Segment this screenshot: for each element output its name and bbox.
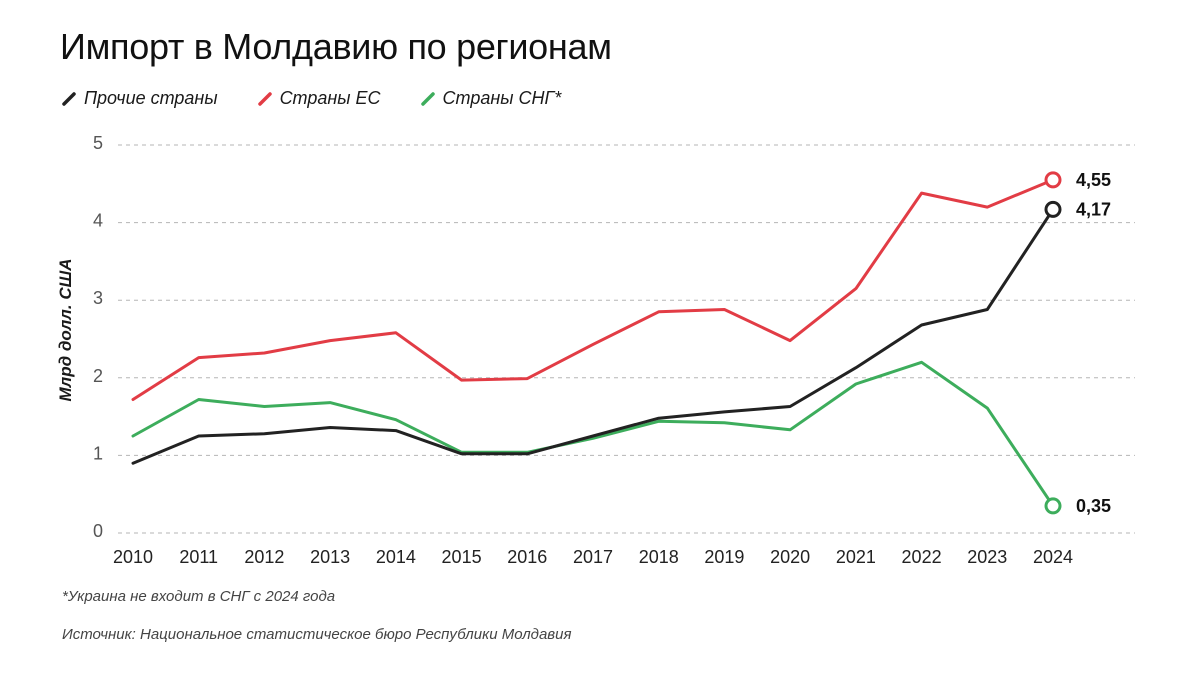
x-tick-label: 2017 — [573, 547, 613, 567]
legend-label-other: Прочие страны — [84, 88, 218, 108]
footnote: *Украина не входит в СНГ с 2024 года — [62, 588, 336, 605]
legend-label-eu: Страны ЕС — [279, 88, 381, 108]
x-tick-label: 2011 — [179, 547, 218, 567]
legend-swatch-other-icon — [62, 91, 76, 106]
y-tick-label: 2 — [93, 366, 103, 386]
data-label-1: 4,55 — [1076, 170, 1111, 190]
x-tick-label: 2010 — [113, 547, 153, 567]
x-tick-label: 2013 — [310, 547, 350, 567]
legend-label-cis: Страны СНГ* — [442, 88, 562, 108]
y-tick-label: 5 — [93, 133, 103, 153]
chart-title: Импорт в Молдавию по регионам — [60, 26, 612, 67]
legend-item-other: Прочие страны — [62, 88, 218, 109]
end-marker-1 — [1044, 171, 1062, 189]
x-tick-label: 2012 — [244, 547, 284, 567]
x-tick-label: 2018 — [639, 547, 679, 567]
source-note: Источник: Национальное статистическое бю… — [62, 626, 572, 643]
legend-swatch-eu-icon — [257, 91, 272, 106]
end-marker-2 — [1044, 497, 1062, 515]
data-label-2: 0,35 — [1076, 496, 1111, 516]
x-tick-label: 2019 — [704, 547, 744, 567]
y-tick-label: 1 — [93, 443, 103, 463]
x-tick-label: 2020 — [770, 547, 810, 567]
legend-swatch-cis-icon — [420, 91, 435, 106]
end-marker-0 — [1044, 200, 1062, 218]
legend-item-cis: Страны СНГ* — [420, 88, 562, 109]
data-label-0: 4,17 — [1076, 199, 1111, 219]
series-line-2 — [131, 360, 1055, 508]
x-tick-label: 2014 — [376, 547, 416, 567]
x-tick-label: 2015 — [442, 547, 482, 567]
y-tick-label: 0 — [93, 521, 103, 541]
x-tick-label: 2023 — [967, 547, 1007, 567]
x-tick-label: 2016 — [507, 547, 547, 567]
x-tick-label: 2022 — [902, 547, 942, 567]
legend-item-eu: Страны ЕС — [257, 88, 381, 109]
x-tick-label: 2021 — [836, 547, 876, 567]
y-tick-label: 3 — [93, 288, 103, 308]
series-line-0 — [131, 207, 1055, 465]
series-line-1 — [131, 178, 1055, 401]
legend: Прочие страны Страны ЕС Страны СНГ* — [62, 88, 561, 109]
y-tick-label: 4 — [93, 211, 103, 231]
x-tick-label: 2024 — [1033, 547, 1073, 567]
